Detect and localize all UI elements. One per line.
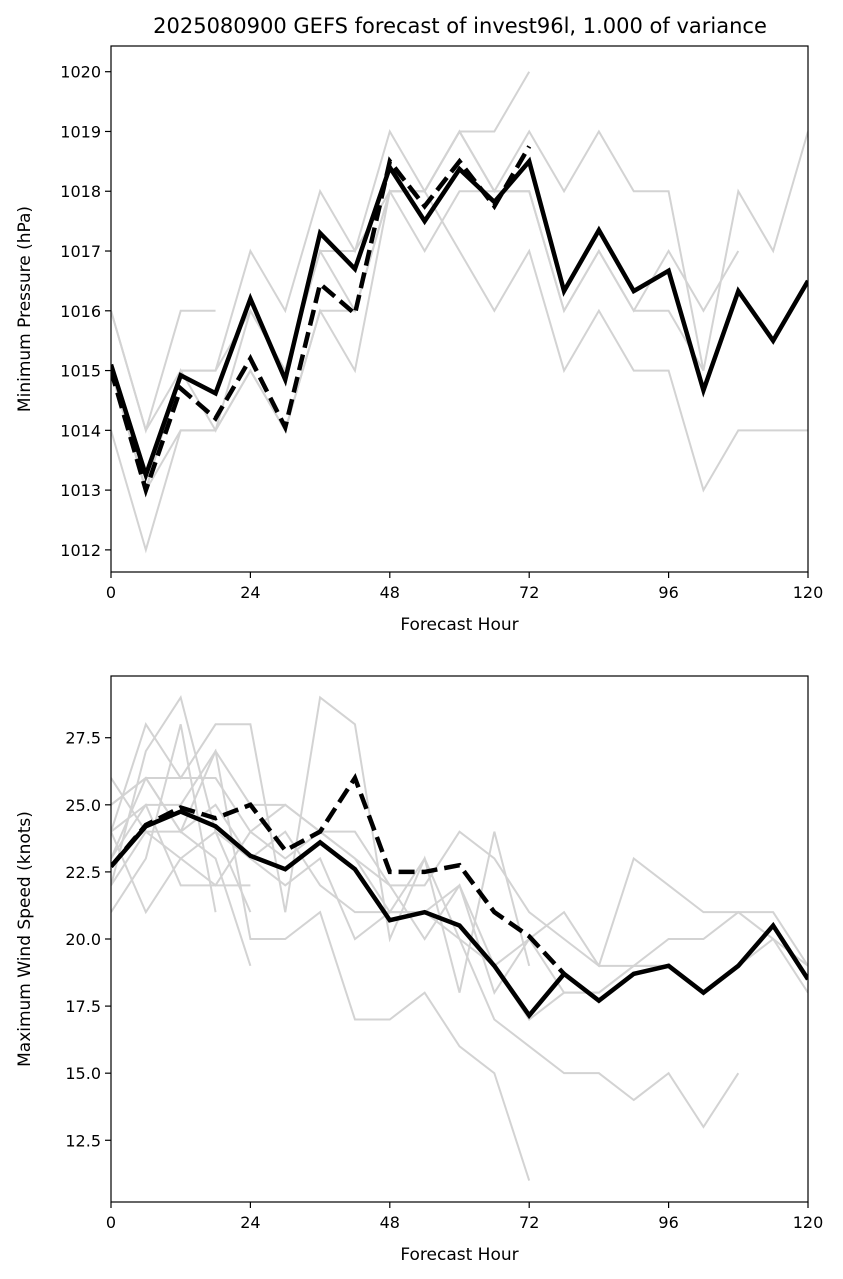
wind-x-tick-label-48: 48 [380,1213,400,1232]
pressure-y-tick-label-1017: 1017 [60,242,101,261]
pressure-x-tick-label-48: 48 [380,583,400,602]
wind-y-tick-label-17.5: 17.5 [65,997,101,1016]
pressure-y-axis-label: Minimum Pressure (hPa) [15,206,35,412]
pressure-x-tick-label-96: 96 [658,583,678,602]
wind-median-line [111,772,566,976]
wind-y-axis-label: Maximum Wind Speed (knots) [15,811,35,1067]
pressure-y-tick-label-1012: 1012 [60,541,101,560]
pressure-y-ticks: 1012 1013 1014 1015 1016 1017 1018 1019 1020 [60,63,111,560]
pressure-median-line [111,145,532,498]
pressure-x-tick-label-24: 24 [240,583,260,602]
pressure-x-ticks: 0 24 48 72 96 120 [106,572,823,602]
wind-x-tick-label-120: 120 [793,1213,824,1232]
pressure-median-line [111,145,532,498]
wind-x-tick-label-24: 24 [240,1213,260,1232]
pressure-y-tick-label-1013: 1013 [60,481,101,500]
wind-y-tick-label-15.0: 15.0 [65,1064,101,1083]
pressure-member-line-5 [111,309,216,434]
wind-member-line-2 [111,695,252,913]
wind-y-tick-label-25.0: 25.0 [65,796,101,815]
pressure-x-axis-label: Forecast Hour [400,615,518,635]
wind-y-tick-label-22.5: 22.5 [65,863,101,882]
wind-panel: 0 24 48 72 96 120 12.5 15.0 17.5 20.0 22.5 25.0 27.… [15,675,823,1265]
pressure-x-tick-label-72: 72 [519,583,539,602]
wind-y-ticks: 12.5 15.0 17.5 20.0 22.5 25.0 27.5 [65,729,111,1150]
wind-member-line-3 [111,776,740,1129]
wind-mean-line [111,809,808,1020]
pressure-y-tick-label-1018: 1018 [60,182,101,201]
pressure-mean-line [111,156,808,483]
wind-member-line-4 [111,749,808,968]
wind-x-tick-label-72: 72 [519,1213,539,1232]
wind-mean-line [111,809,808,1020]
pressure-panel: 0 24 48 72 96 120 101210131014101510161017101… [15,45,823,635]
wind-median-line [111,772,566,976]
pressure-y-tick-label-1019: 1019 [60,122,101,141]
pressure-y-tick-label-1016: 1016 [60,302,101,321]
wind-y-tick-label-27.5: 27.5 [65,729,101,748]
pressure-x-tick-label-120: 120 [793,583,824,602]
figure-title: 2025080900 GEFS forecast of invest96l, 1… [153,14,767,38]
pressure-x-tick-label-0: 0 [106,583,116,602]
wind-y-tick-label-20.0: 20.0 [65,930,101,949]
wind-x-tick-label-0: 0 [106,1213,116,1232]
pressure-y-tick-label-1020: 1020 [60,63,101,82]
pressure-plot-frame [110,45,809,573]
pressure-y-tick-label-1014: 1014 [60,421,101,440]
wind-x-ticks: 0 24 48 72 96 120 [106,1202,823,1232]
wind-member-line-8 [111,748,531,1181]
wind-x-axis-label: Forecast Hour [400,1245,518,1265]
pressure-mean-line [111,156,808,483]
pressure-member-line-4 [111,190,808,493]
wind-y-tick-label-12.5: 12.5 [65,1131,101,1150]
pressure-y-tick-label-1015: 1015 [60,362,101,381]
wind-x-tick-label-96: 96 [658,1213,678,1232]
